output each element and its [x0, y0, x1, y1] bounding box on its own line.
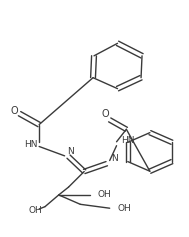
Text: HN: HN [122, 136, 135, 145]
Text: OH: OH [98, 190, 112, 199]
Text: N: N [111, 155, 117, 164]
Text: N: N [67, 147, 74, 156]
Text: OH: OH [28, 206, 42, 215]
Text: O: O [11, 106, 19, 116]
Text: OH: OH [118, 204, 131, 213]
Text: HN: HN [25, 140, 38, 149]
Text: O: O [102, 109, 110, 119]
